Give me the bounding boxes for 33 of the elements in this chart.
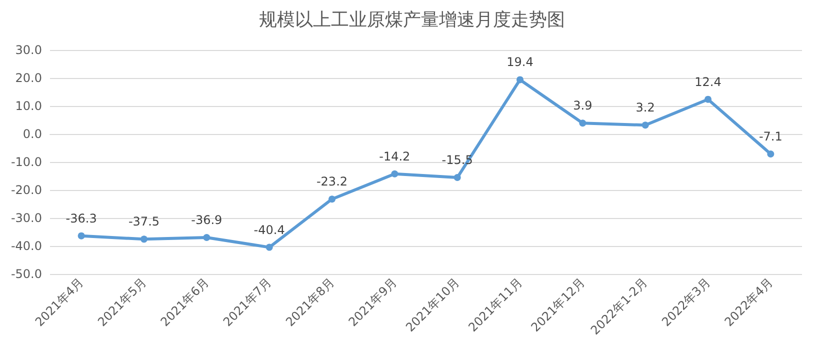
point	[266, 244, 273, 251]
chart-title: 规模以上工业原煤产量增速月度走势图	[259, 10, 565, 30]
data-label: -40.4	[254, 222, 285, 237]
data-label: -23.2	[316, 174, 348, 189]
y-tick-label: 30.0	[15, 43, 42, 57]
y-tick-label: -50.0	[10, 267, 42, 282]
y-tick-label: 0.0	[22, 127, 42, 142]
point	[203, 234, 210, 241]
data-label: -14.2	[379, 149, 410, 164]
y-tick-label: -20.0	[10, 183, 42, 198]
point	[579, 120, 586, 127]
point	[642, 122, 649, 129]
point	[78, 232, 85, 240]
data-label: 19.4	[506, 55, 534, 70]
data-label: -36.9	[191, 212, 222, 227]
point	[516, 76, 524, 84]
data-label: 12.4	[694, 74, 722, 89]
y-tick-label: 10.0	[15, 99, 42, 114]
y-tick-label: -10.0	[10, 155, 42, 170]
y-tick-label: -30.0	[10, 211, 42, 226]
point	[140, 236, 148, 243]
y-tick-label: 20.0	[15, 71, 42, 86]
data-label: -37.5	[128, 214, 160, 229]
data-label: 3.9	[573, 98, 592, 113]
point	[704, 96, 712, 103]
point	[767, 150, 774, 158]
data-label: -36.3	[66, 211, 97, 226]
point	[328, 196, 336, 203]
y-tick-label: -40.0	[10, 239, 42, 254]
data-label: 3.2	[636, 100, 655, 115]
data-label: -7.1	[758, 129, 782, 144]
point	[391, 170, 398, 178]
point	[454, 174, 461, 182]
